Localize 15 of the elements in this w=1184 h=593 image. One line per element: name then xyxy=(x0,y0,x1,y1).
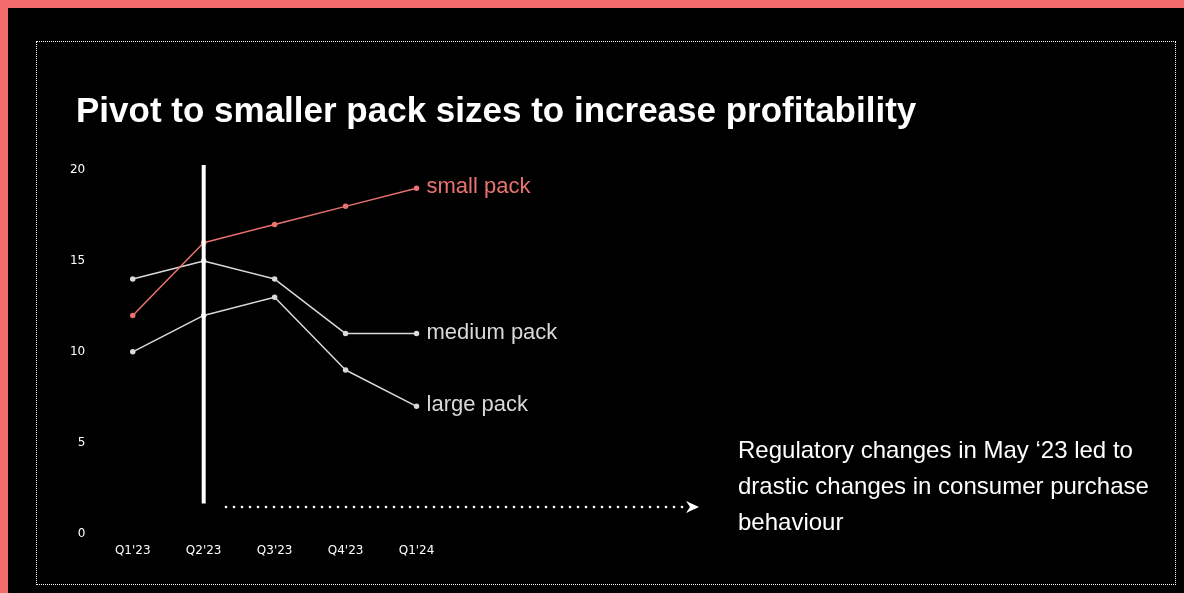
y-tick-label: 0 xyxy=(77,525,86,540)
text: Regulatory changes in May ‘23 led to drastic changes in consumer purchase behaviour xyxy=(738,435,1150,537)
y-tick-label: 10 xyxy=(69,343,86,358)
chart-title: Pivot to smaller pack sizes to increase profitability xyxy=(76,90,918,130)
x-tick-label: Q2'23 xyxy=(185,542,222,557)
x-tick-label: Q4'23 xyxy=(327,542,364,557)
y-tick-label: 15 xyxy=(69,253,86,268)
series-label: medium pack xyxy=(426,318,559,344)
y-tick-label: 20 xyxy=(69,162,86,177)
y-tick-label: 5 xyxy=(77,434,86,449)
x-tick-label: Q3'23 xyxy=(256,542,293,557)
x-tick-label: Q1'24 xyxy=(398,542,435,557)
series-label: large pack xyxy=(426,391,530,417)
series-label: small pack xyxy=(426,173,532,199)
x-tick-label: Q1'23 xyxy=(114,542,151,557)
